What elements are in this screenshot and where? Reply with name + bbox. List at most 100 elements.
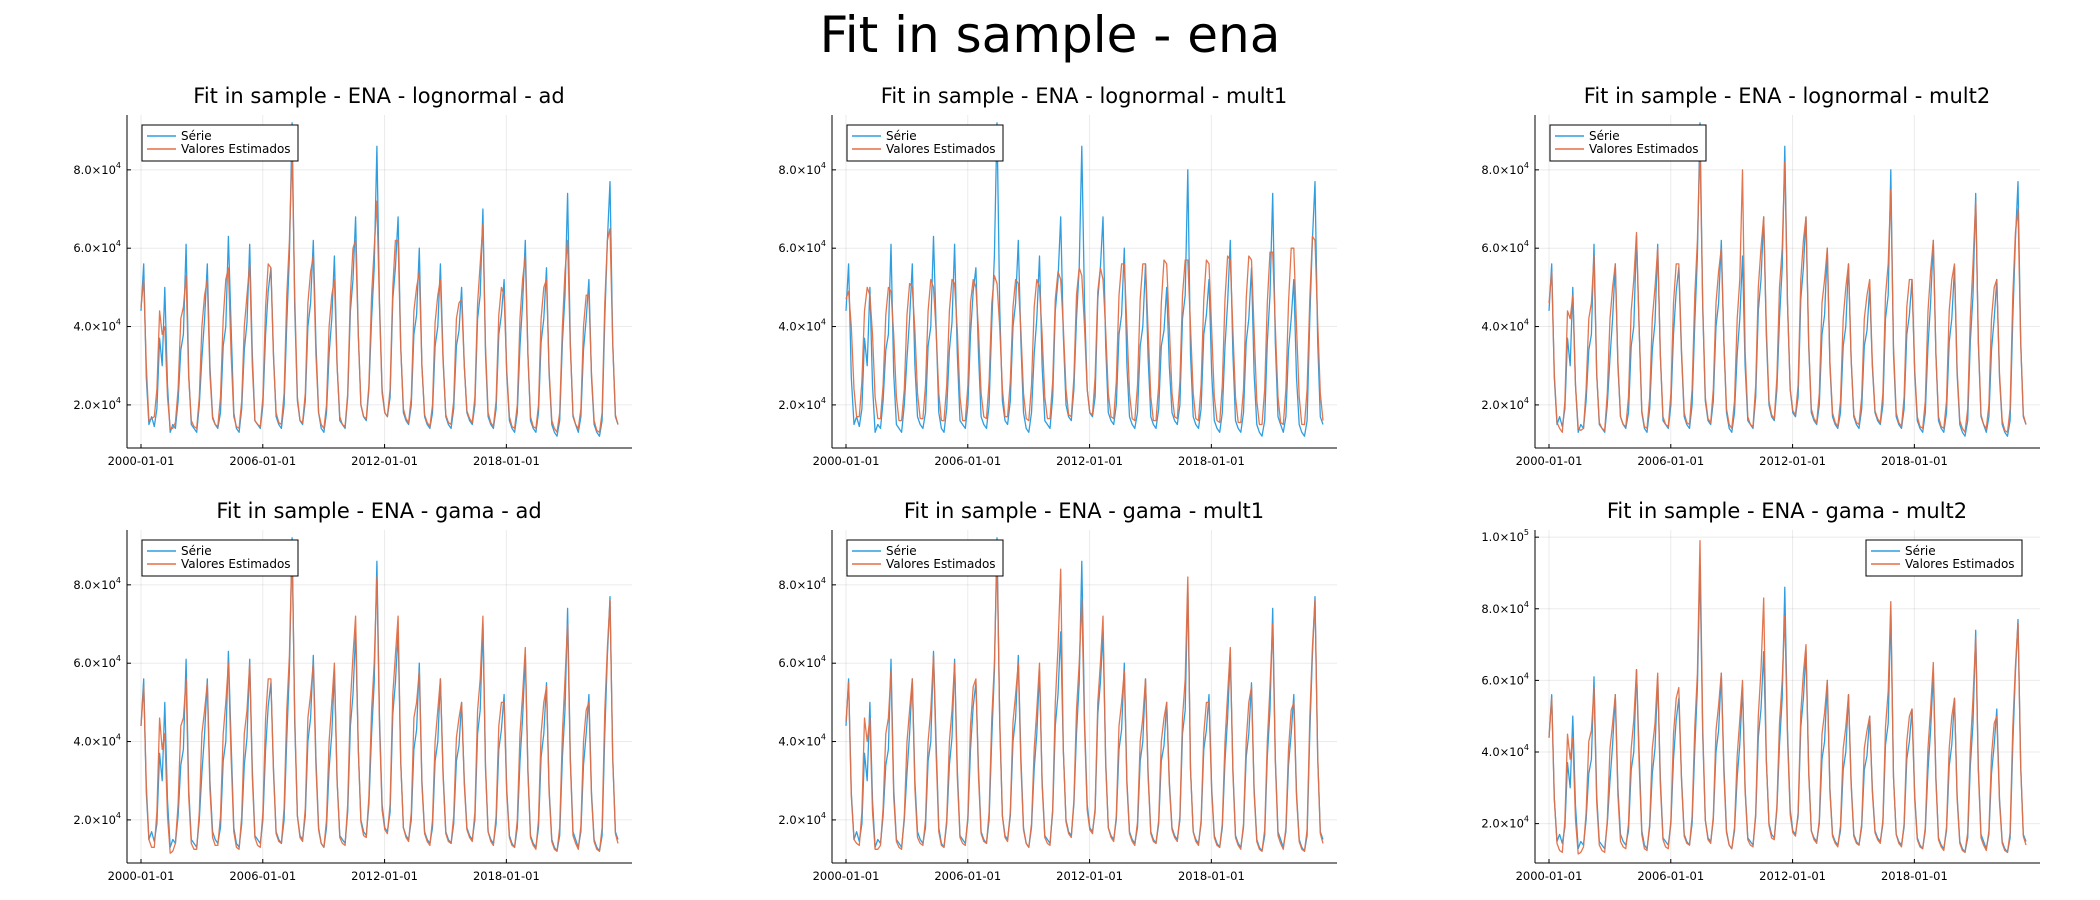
legend-label: Série bbox=[1589, 129, 1620, 143]
series-line-fitted bbox=[845, 235, 1324, 426]
y-tick-label: 6.0×104 bbox=[1481, 239, 1529, 255]
legend-label: Série bbox=[886, 129, 917, 143]
legend-label: Série bbox=[1905, 544, 1936, 558]
y-tick-label: 4.0×104 bbox=[73, 733, 121, 749]
y-tick-exponent: 4 bbox=[1524, 318, 1529, 327]
y-tick-label: 4.0×104 bbox=[778, 318, 826, 334]
legend-box bbox=[1549, 124, 1707, 162]
y-tick-label: 2.0×104 bbox=[1481, 815, 1529, 831]
y-tick-label: 8.0×104 bbox=[73, 161, 121, 177]
subplot-4: Fit in sample - ENA - gama - ad 2.0×104 4.… bbox=[73, 499, 632, 883]
y-tick-label: 6.0×104 bbox=[778, 239, 826, 255]
legend-box bbox=[1865, 539, 2023, 577]
x-tick-label: 2012-01-01 bbox=[1056, 869, 1123, 883]
y-tick-label: 2.0×104 bbox=[73, 396, 121, 412]
legend-box bbox=[141, 539, 299, 577]
subplot-2: Fit in sample - ENA - lognormal - mult1 2… bbox=[778, 84, 1337, 468]
x-tick-label: 2000-01-01 bbox=[813, 454, 880, 468]
series-line-fitted bbox=[1548, 145, 2027, 433]
y-tick-label: 4.0×104 bbox=[1481, 743, 1529, 759]
x-tick-label: 2000-01-01 bbox=[1516, 869, 1583, 883]
x-tick-label: 2006-01-01 bbox=[1637, 869, 1704, 883]
legend-label: Valores Estimados bbox=[886, 142, 996, 156]
series-line-fitted bbox=[140, 545, 619, 854]
y-tick-exponent: 4 bbox=[821, 239, 826, 248]
subplot-title: Fit in sample - ENA - lognormal - mult2 bbox=[1584, 84, 1990, 108]
y-tick-exponent: 4 bbox=[1524, 396, 1529, 405]
y-tick-exponent: 4 bbox=[116, 161, 121, 170]
y-tick-exponent: 4 bbox=[116, 733, 121, 742]
series-line-fitted bbox=[140, 149, 619, 433]
y-tick-exponent: 4 bbox=[821, 161, 826, 170]
y-tick-label: 8.0×104 bbox=[1481, 161, 1529, 177]
x-tick-label: 2000-01-01 bbox=[108, 454, 175, 468]
y-tick-label: 8.0×104 bbox=[778, 576, 826, 592]
legend-label: Série bbox=[181, 129, 212, 143]
series-line-serie bbox=[845, 122, 1324, 437]
x-tick-label: 2012-01-01 bbox=[351, 454, 418, 468]
y-tick-exponent: 4 bbox=[821, 811, 826, 820]
subplot-title: Fit in sample - ENA - lognormal - mult1 bbox=[881, 84, 1287, 108]
y-tick-label: 6.0×104 bbox=[73, 239, 121, 255]
subplot-title: Fit in sample - ENA - gama - mult2 bbox=[1607, 499, 1967, 523]
y-tick-label: 8.0×104 bbox=[1481, 600, 1529, 616]
subplot-1: Fit in sample - ENA - lognormal - ad 2.0×… bbox=[73, 84, 632, 468]
y-tick-exponent: 4 bbox=[1524, 743, 1529, 752]
y-tick-exponent: 4 bbox=[116, 654, 121, 663]
x-tick-label: 2006-01-01 bbox=[934, 454, 1001, 468]
series-line-fitted bbox=[845, 552, 1324, 852]
legend-label: Valores Estimados bbox=[886, 557, 996, 571]
y-tick-exponent: 4 bbox=[821, 733, 826, 742]
y-tick-label: 2.0×104 bbox=[73, 811, 121, 827]
y-tick-exponent: 4 bbox=[116, 239, 121, 248]
y-tick-exponent: 4 bbox=[1524, 600, 1529, 609]
y-tick-label: 4.0×104 bbox=[1481, 318, 1529, 334]
subplot-title: Fit in sample - ENA - gama - mult1 bbox=[904, 499, 1264, 523]
legend-box bbox=[846, 124, 1004, 162]
x-tick-label: 2018-01-01 bbox=[1881, 454, 1948, 468]
y-tick-label: 2.0×104 bbox=[778, 811, 826, 827]
legend-label: Valores Estimados bbox=[181, 142, 291, 156]
x-tick-label: 2012-01-01 bbox=[1759, 454, 1826, 468]
legend-box bbox=[846, 539, 1004, 577]
y-tick-exponent: 5 bbox=[1524, 528, 1529, 537]
legend-label: Valores Estimados bbox=[1589, 142, 1699, 156]
x-tick-label: 2006-01-01 bbox=[229, 454, 296, 468]
x-tick-label: 2018-01-01 bbox=[1881, 869, 1948, 883]
y-tick-exponent: 4 bbox=[1524, 815, 1529, 824]
y-tick-label: 4.0×104 bbox=[778, 733, 826, 749]
y-tick-exponent: 4 bbox=[821, 318, 826, 327]
x-tick-label: 2006-01-01 bbox=[229, 869, 296, 883]
x-tick-label: 2000-01-01 bbox=[108, 869, 175, 883]
y-tick-exponent: 4 bbox=[821, 396, 826, 405]
x-tick-label: 2012-01-01 bbox=[1759, 869, 1826, 883]
y-tick-label: 2.0×104 bbox=[778, 396, 826, 412]
y-tick-exponent: 4 bbox=[1524, 239, 1529, 248]
y-tick-exponent: 4 bbox=[821, 654, 826, 663]
x-tick-label: 2012-01-01 bbox=[351, 869, 418, 883]
series-line-fitted bbox=[1548, 540, 2027, 855]
legend-label: Série bbox=[886, 544, 917, 558]
y-tick-label: 8.0×104 bbox=[73, 576, 121, 592]
subplot-title: Fit in sample - ENA - lognormal - ad bbox=[193, 84, 564, 108]
subplot-3: Fit in sample - ENA - lognormal - mult2 2… bbox=[1481, 84, 2040, 468]
x-tick-label: 2012-01-01 bbox=[1056, 454, 1123, 468]
y-tick-label: 8.0×104 bbox=[778, 161, 826, 177]
legend-box bbox=[141, 124, 299, 162]
legend-label: Série bbox=[181, 544, 212, 558]
y-tick-exponent: 4 bbox=[821, 576, 826, 585]
x-tick-label: 2018-01-01 bbox=[1178, 454, 1245, 468]
y-tick-exponent: 4 bbox=[1524, 671, 1529, 680]
x-tick-label: 2018-01-01 bbox=[473, 454, 540, 468]
figure-title: Fit in sample - ena bbox=[819, 6, 1281, 64]
y-tick-label: 6.0×104 bbox=[778, 654, 826, 670]
y-tick-exponent: 4 bbox=[116, 576, 121, 585]
x-tick-label: 2018-01-01 bbox=[1178, 869, 1245, 883]
